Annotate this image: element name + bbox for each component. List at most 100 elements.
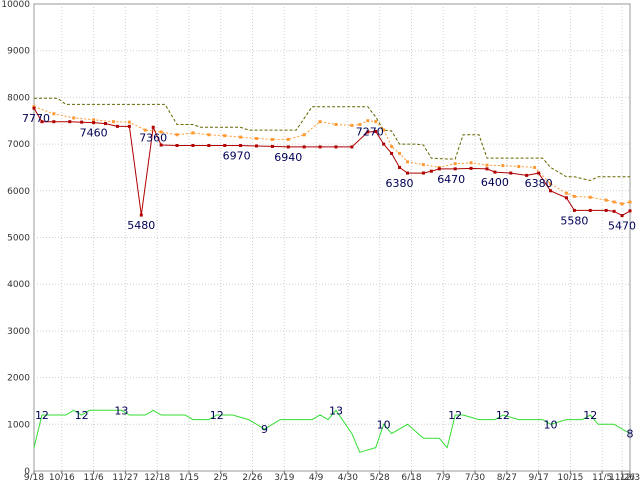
data-label: 7460	[80, 127, 108, 140]
average-point	[485, 163, 489, 167]
price-point	[92, 121, 96, 125]
y-tick-label: 6000	[7, 187, 30, 197]
data-label: 5480	[127, 219, 155, 232]
data-label: 6380	[525, 177, 553, 190]
average-point	[453, 162, 457, 166]
data-label: 12	[448, 409, 462, 422]
average-point	[533, 165, 537, 169]
price-point	[175, 144, 179, 148]
price-point	[239, 144, 243, 148]
price-point	[223, 144, 227, 148]
price-point	[32, 106, 36, 110]
data-label: 6380	[386, 177, 414, 190]
x-tick-label: 11/27	[112, 473, 138, 480]
y-tick-label: 10000	[1, 0, 30, 10]
data-label: 7270	[356, 125, 384, 138]
x-tick-label: 6/18	[401, 473, 421, 480]
price-point	[509, 171, 513, 175]
price-point	[469, 166, 473, 170]
x-tick-label: 4/30	[338, 473, 358, 480]
x-tick-label: 4/9	[309, 473, 324, 480]
price-point	[620, 214, 624, 218]
price-point	[191, 144, 195, 148]
price-point	[612, 209, 616, 213]
data-label: 10	[544, 418, 558, 431]
price-point	[390, 151, 394, 155]
average-point	[350, 123, 354, 127]
average-point	[127, 120, 131, 124]
price-point	[302, 145, 306, 149]
x-tick-label: 1/15	[179, 473, 199, 480]
data-label: 12	[210, 409, 224, 422]
data-label: 12	[496, 409, 510, 422]
average-point	[334, 122, 338, 126]
price-point	[628, 209, 632, 213]
x-tick-label: 7/30	[465, 473, 485, 480]
average-point	[92, 118, 96, 122]
price-series-line	[33, 107, 631, 217]
y-tick-label: 4000	[7, 280, 30, 290]
average-point	[358, 122, 362, 126]
price-point	[437, 167, 441, 171]
average-point	[175, 133, 179, 137]
x-tick-label: 5/28	[370, 473, 390, 480]
grid-layer	[33, 3, 631, 472]
price-point	[537, 171, 541, 175]
average-point	[286, 137, 290, 141]
y-tick-label: 9000	[7, 47, 30, 57]
x-tick-label: 7/9	[436, 473, 451, 480]
price-point	[159, 143, 163, 147]
data-label: 10	[377, 418, 391, 431]
price-point	[564, 196, 568, 200]
price-point	[453, 167, 457, 171]
price-point	[334, 145, 338, 149]
average-point	[612, 200, 616, 204]
y-tick-label: 8000	[7, 93, 30, 103]
data-label: 9	[261, 423, 268, 436]
price-point	[572, 208, 576, 212]
price-point	[604, 208, 608, 212]
price-point	[421, 171, 425, 175]
price-point	[549, 189, 553, 193]
price-point	[405, 171, 409, 175]
price-point	[485, 167, 489, 171]
price-point	[429, 169, 433, 173]
average-point	[270, 137, 274, 141]
average-point	[223, 134, 227, 138]
price-point	[525, 173, 529, 177]
x-tick-label: 2/5	[214, 473, 228, 480]
price-point	[127, 124, 131, 128]
average-point	[302, 133, 306, 137]
average-point	[517, 165, 521, 169]
x-tick-label: 2/26	[242, 473, 262, 480]
price-point	[350, 145, 354, 149]
x-tick-label: 11/5	[592, 473, 612, 480]
data-label: 13	[329, 404, 343, 417]
price-point	[207, 144, 211, 148]
x-tick-label: 12/18	[144, 473, 170, 480]
x-tick-label: 9/18	[24, 473, 44, 480]
data-label: 6470	[437, 173, 465, 186]
price-point	[104, 122, 108, 126]
average-point	[111, 120, 115, 124]
average-point	[366, 119, 370, 123]
label-layer: 7770 7460 5480 7360 6970 6940 7270 6380 6470 6400…	[22, 112, 636, 440]
average-point	[604, 198, 608, 202]
average-point	[191, 131, 195, 135]
price-point	[151, 125, 155, 129]
price-point	[40, 120, 44, 124]
average-point	[398, 151, 402, 155]
average-point	[374, 120, 378, 124]
average-point	[390, 144, 394, 148]
y-tick-label: 2000	[7, 374, 30, 384]
data-label: 6400	[481, 176, 509, 189]
price-point	[382, 142, 386, 146]
data-label: 7770	[22, 112, 50, 125]
average-point	[501, 164, 505, 168]
price-point	[68, 120, 72, 124]
y-tick-label: 1000	[7, 420, 30, 430]
x-tick-label: 12/3	[620, 473, 640, 480]
